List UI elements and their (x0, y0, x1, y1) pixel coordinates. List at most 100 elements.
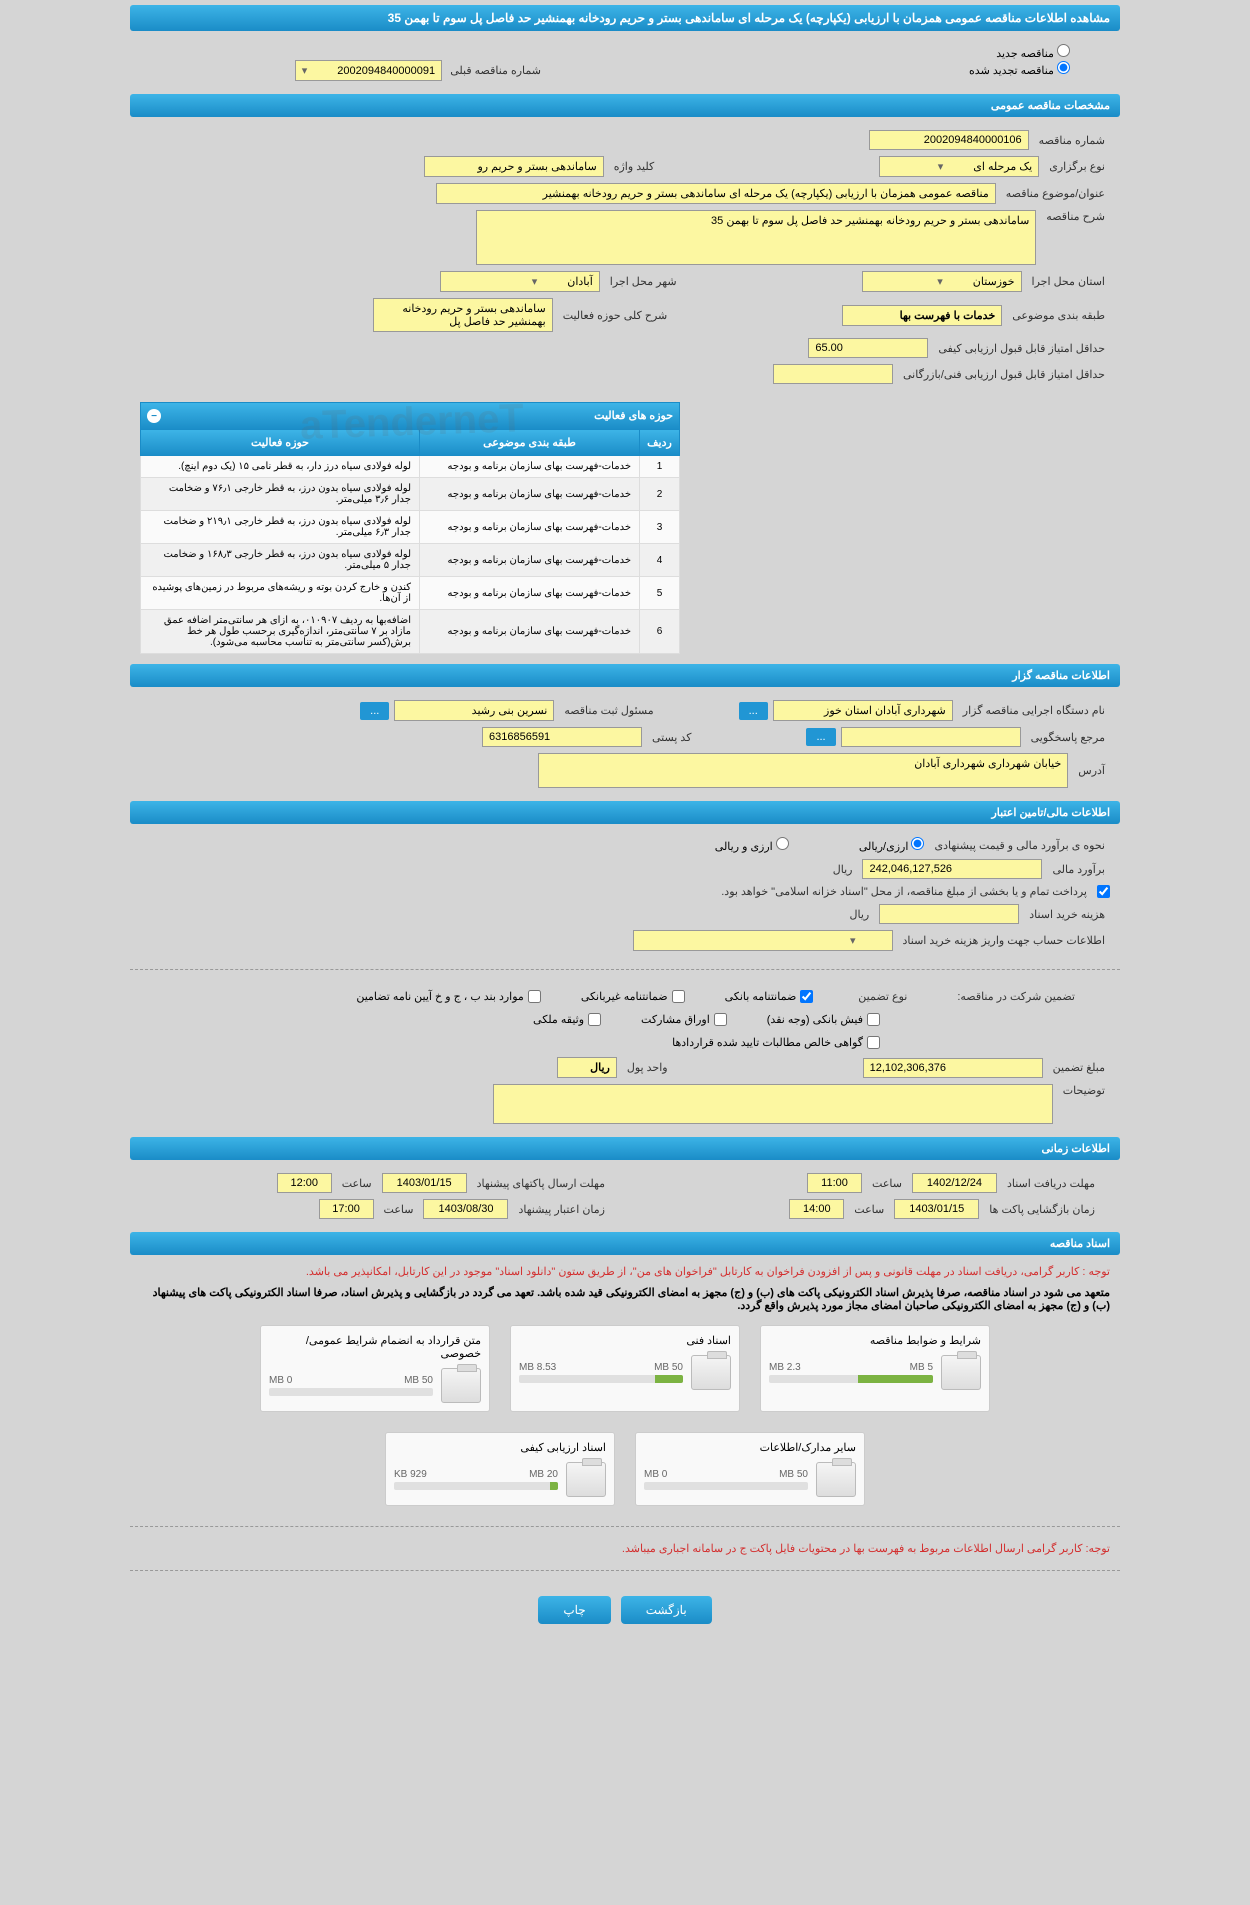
number-field: 2002094840000106 (869, 130, 1029, 150)
cb-bank[interactable] (800, 990, 813, 1003)
radio-currency-label: ارزی و ریالی (715, 841, 773, 853)
exec-lookup-button[interactable]: ... (739, 702, 768, 720)
file-size: 929 KB (394, 1469, 427, 1480)
file-box[interactable]: سایر مدارک/اطلاعات 50 MB 0 MB (635, 1432, 865, 1506)
estimate-field: 242,046,127,526 (862, 859, 1042, 879)
keyword-label: کلید واژه (609, 160, 659, 173)
radio-rial[interactable]: ارزی/ریالی (859, 837, 925, 853)
min-qual-field: 65.00 (808, 338, 928, 358)
responsible-lookup-button[interactable]: ... (360, 702, 389, 720)
radio-renewed[interactable]: مناقصه تجدید شده (969, 65, 1070, 77)
valid-label: زمان اعتبار پیشنهاد (513, 1203, 610, 1216)
city-label: شهر محل اجرا (605, 275, 682, 288)
send-label: مهلت ارسال پاکتهای پیشنهاد (472, 1177, 610, 1190)
file-limit: 50 MB (779, 1469, 808, 1480)
account-label: اطلاعات حساب جهت واریز هزینه خرید اسناد (898, 934, 1110, 947)
col-row: ردیف (640, 430, 680, 456)
time-label-4: ساعت (379, 1203, 419, 1216)
cb-nonbank[interactable] (672, 990, 685, 1003)
radio-new[interactable]: مناقصه جدید (996, 48, 1070, 60)
cb-securities[interactable] (714, 1013, 727, 1026)
cb-property[interactable] (588, 1013, 601, 1026)
time-label-1: ساعت (867, 1177, 907, 1190)
prev-number-value: 2002094840000091 (337, 65, 435, 77)
cb-cash[interactable] (867, 1013, 880, 1026)
section-financial: اطلاعات مالی/تامین اعتبار (130, 801, 1120, 824)
g-unit-field: ریال (557, 1057, 617, 1078)
province-label: استان محل اجرا (1027, 275, 1110, 288)
exec-field: شهرداری آبادان استان خوز (773, 700, 953, 721)
section-general: مشخصات مناقصه عمومی (130, 94, 1120, 117)
col-class: طبقه بندی موضوعی (420, 430, 640, 456)
folder-icon (691, 1355, 731, 1390)
activity-desc-field: ساماندهی بستر و حریم رودخانه بهمنشیر حد … (373, 298, 553, 332)
activity-table: حوزه های فعالیت − ردیف طبقه بندی موضوعی … (140, 402, 680, 654)
folder-icon (941, 1355, 981, 1390)
province-select[interactable]: خوزستان (862, 271, 1022, 292)
radio-currency[interactable]: ارزی و ریالی (715, 837, 789, 853)
type-select[interactable]: یک مرحله ای (879, 156, 1039, 177)
file-box[interactable]: اسناد فنی 50 MB8.53 MB (510, 1325, 740, 1412)
time-label-3: ساعت (849, 1203, 889, 1216)
doc-cost-unit: ریال (844, 908, 874, 921)
responsible-field: نسرین بنی رشید (394, 700, 554, 721)
back-button[interactable]: بازگشت (621, 1596, 712, 1624)
file-box[interactable]: متن قرارداد به انضمام شرایط عمومی/خصوصی … (260, 1325, 490, 1412)
table-row: 2خدمات-فهرست بهای سازمان برنامه و بودجهل… (141, 478, 680, 511)
docs-note3: توجه: کاربر گرامی ارسال اطلاعات مربوط به… (130, 1537, 1120, 1560)
g-amount-field: 12,102,306,376 (863, 1058, 1043, 1078)
progress-bar (519, 1375, 683, 1383)
account-select[interactable] (633, 930, 893, 951)
address-field: خیابان شهرداری شهرداری آبادان (538, 753, 1068, 788)
folder-icon (441, 1368, 481, 1403)
file-size: 0 MB (644, 1469, 667, 1480)
treasury-checkbox[interactable] (1097, 885, 1110, 898)
desc-field: ساماندهی بستر و حریم رودخانه بهمنشیر حد … (476, 210, 1036, 265)
ref-field (841, 727, 1021, 747)
prev-number-label: شماره مناقصه قبلی (445, 65, 546, 77)
file-limit: 5 MB (910, 1362, 933, 1373)
city-select[interactable]: آبادان (440, 271, 600, 292)
receive-time: 11:00 (807, 1173, 862, 1193)
cb-contracts[interactable] (867, 1036, 880, 1049)
file-title: سایر مدارک/اطلاعات (644, 1441, 856, 1454)
file-title: اسناد فنی (519, 1334, 731, 1347)
ref-label: مرجع پاسخگویی (1026, 731, 1110, 744)
ref-lookup-button[interactable]: ... (806, 728, 835, 746)
cb-property-label: وثیقه ملکی (533, 1013, 584, 1026)
folder-icon (566, 1462, 606, 1497)
cb-contracts-label: گواهی خالص مطالبات تایید شده قراردادها (672, 1036, 863, 1049)
page-title: مشاهده اطلاعات مناقصه عمومی همزمان با ار… (130, 5, 1120, 31)
progress-bar (644, 1482, 808, 1490)
doc-cost-field (879, 904, 1019, 924)
cb-bank-label: ضمانتنامه بانکی (725, 990, 797, 1003)
subject-label: عنوان/موضوع مناقصه (1001, 187, 1110, 200)
prev-number-select[interactable]: 2002094840000091 (295, 60, 442, 81)
cb-securities-label: اوراق مشارکت (641, 1013, 710, 1026)
responsible-label: مسئول ثبت مناقصه (559, 704, 658, 717)
print-button[interactable]: چاپ (538, 1596, 610, 1624)
activity-table-title: حوزه های فعالیت (594, 410, 673, 422)
doc-cost-label: هزینه خرید اسناد (1024, 908, 1110, 921)
docs-note1: توجه : کاربر گرامی، دریافت اسناد در مهلت… (130, 1260, 1120, 1283)
progress-bar (769, 1375, 933, 1383)
table-row: 1خدمات-فهرست بهای سازمان برنامه و بودجهل… (141, 456, 680, 478)
table-row: 4خدمات-فهرست بهای سازمان برنامه و بودجهل… (141, 544, 680, 577)
collapse-icon[interactable]: − (147, 409, 161, 423)
file-limit: 50 MB (404, 1375, 433, 1386)
file-size: 8.53 MB (519, 1362, 556, 1373)
min-qual-label: حداقل امتیاز قابل قبول ارزیابی کیفی (933, 342, 1110, 355)
desc-label: شرح مناقصه (1041, 210, 1110, 223)
file-box[interactable]: اسناد ارزیابی کیفی 20 MB929 KB (385, 1432, 615, 1506)
table-row: 6خدمات-فهرست بهای سازمان برنامه و بودجها… (141, 610, 680, 654)
file-limit: 20 MB (529, 1469, 558, 1480)
treasury-note: پرداخت تمام و یا بخشی از مبلغ مناقصه، از… (716, 885, 1092, 898)
cb-bond[interactable] (528, 990, 541, 1003)
min-tech-label: حداقل امتیاز قابل قبول ارزیابی فنی/بازرگ… (898, 368, 1110, 381)
send-date: 1403/01/15 (382, 1173, 467, 1193)
guarantee-header: تضمین شرکت در مناقصه: (952, 990, 1080, 1003)
file-box[interactable]: شرایط و ضوابط مناقصه 5 MB2.3 MB (760, 1325, 990, 1412)
estimate-label: برآورد مالی (1047, 863, 1110, 876)
g-unit-label: واحد پول (622, 1061, 673, 1074)
progress-bar (269, 1388, 433, 1396)
